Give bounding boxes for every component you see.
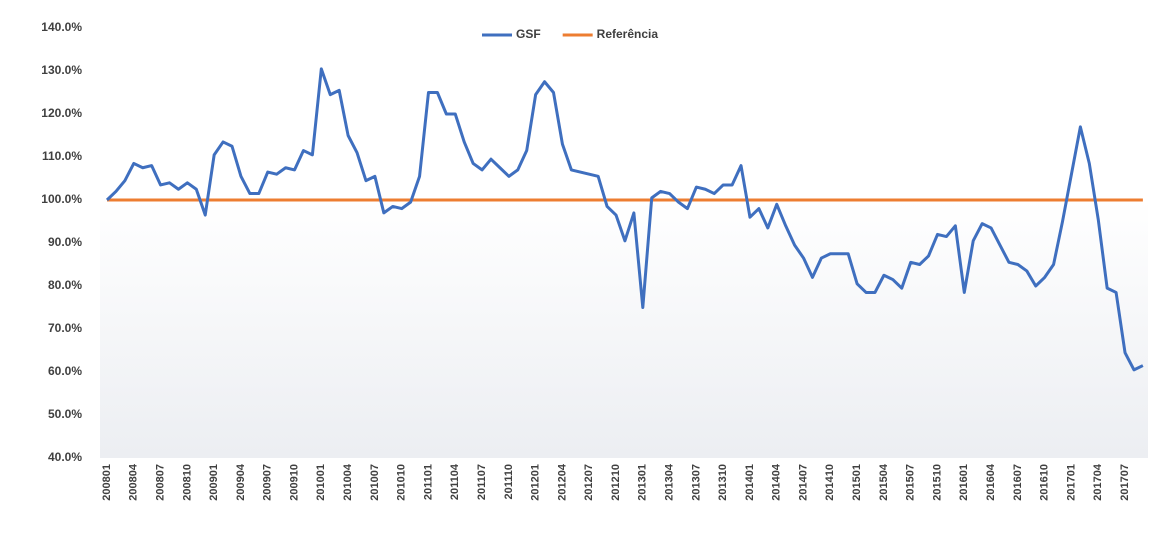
x-tick-label: 201310 <box>717 464 729 501</box>
x-tick-label: 200907 <box>262 464 274 501</box>
y-tick-label: 50.0% <box>48 407 82 421</box>
y-tick-label: 130.0% <box>41 63 82 77</box>
x-tick-label: 201007 <box>369 464 381 501</box>
x-tick-label: 201004 <box>342 463 354 501</box>
x-tick-label: 201210 <box>610 464 622 501</box>
x-tick-label: 201604 <box>985 463 997 501</box>
x-tick-label: 201101 <box>422 464 434 500</box>
x-tick-label: 201701 <box>1065 464 1077 501</box>
x-tick-label: 201607 <box>1012 464 1024 501</box>
x-tick-label: 201501 <box>851 464 863 501</box>
x-tick-label: 201410 <box>824 464 836 501</box>
x-tick-label: 201504 <box>878 463 890 501</box>
x-tick-label: 201507 <box>905 464 917 501</box>
x-tick-label: 201610 <box>1039 464 1051 501</box>
x-tick-label: 200910 <box>288 464 300 501</box>
y-tick-label: 100.0% <box>41 192 82 206</box>
y-tick-label: 80.0% <box>48 278 82 292</box>
y-tick-label: 70.0% <box>48 321 82 335</box>
x-tick-label: 201207 <box>583 464 595 501</box>
y-tick-label: 60.0% <box>48 364 82 378</box>
legend-label: GSF <box>516 27 541 41</box>
x-tick-label: 200901 <box>208 464 220 501</box>
x-tick-label: 201301 <box>637 464 649 501</box>
x-tick-label: 200807 <box>154 464 166 501</box>
legend-label: Referência <box>597 27 659 41</box>
x-tick-label: 201307 <box>690 464 702 501</box>
x-tick-label: 201510 <box>931 464 943 501</box>
x-tick-label: 201704 <box>1092 463 1104 501</box>
y-tick-label: 110.0% <box>42 149 82 163</box>
x-tick-label: 200810 <box>181 464 193 501</box>
y-tick-label: 120.0% <box>41 106 82 120</box>
x-tick-label: 200904 <box>235 463 247 501</box>
x-tick-label: 201407 <box>797 464 809 501</box>
x-tick-label: 201010 <box>396 464 408 501</box>
x-tick-label: 200804 <box>128 463 140 501</box>
x-tick-label: 201304 <box>663 463 675 501</box>
x-tick-label: 201201 <box>530 464 542 501</box>
y-tick-label: 40.0% <box>48 450 82 464</box>
x-tick-label: 201404 <box>771 463 783 501</box>
x-tick-label: 201110 <box>503 464 515 500</box>
x-tick-label: 201601 <box>958 464 970 501</box>
x-tick-label: 201401 <box>744 464 756 501</box>
x-tick-label: 201001 <box>315 464 327 501</box>
x-tick-label: 201204 <box>556 463 568 501</box>
y-tick-label: 140.0% <box>41 20 82 34</box>
y-tick-label: 90.0% <box>48 235 82 249</box>
x-tick-label: 201707 <box>1119 464 1131 501</box>
x-tick-label: 200801 <box>101 464 113 501</box>
series-line <box>105 67 1144 372</box>
x-tick-label: 201104 <box>449 463 461 500</box>
x-tick-label: 201107 <box>476 464 488 500</box>
